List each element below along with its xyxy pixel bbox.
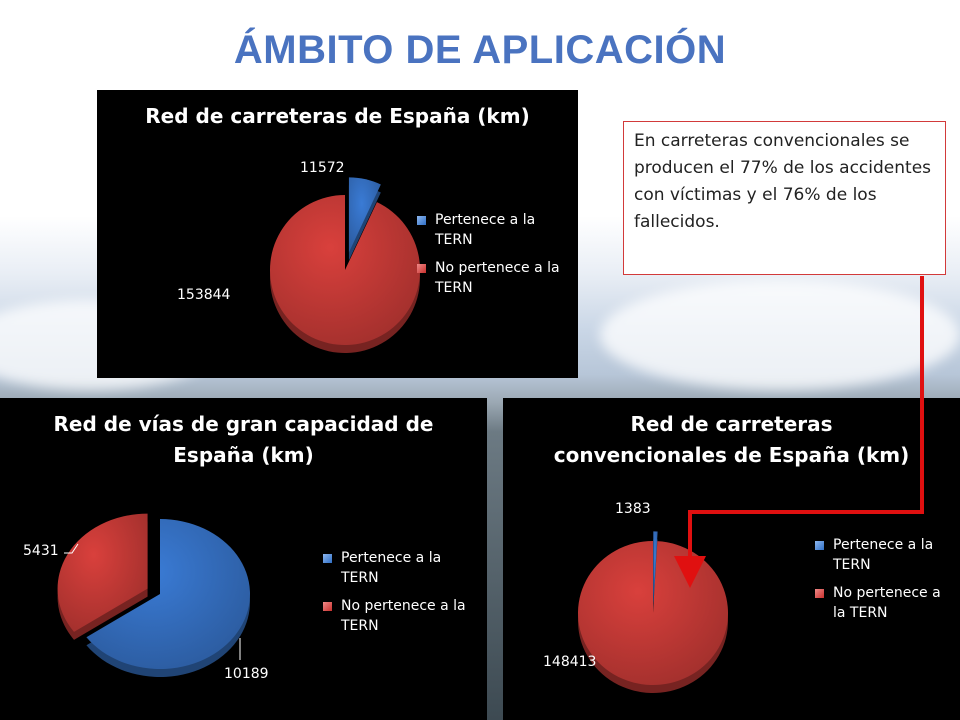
chart-legend: Pertenece a la TERN No pertenece a la TE…: [815, 535, 955, 631]
legend-swatch: [417, 264, 426, 273]
note-box: En carreteras convencionales se producen…: [623, 121, 946, 275]
pie-slice-tern: [86, 519, 250, 669]
chart-title-text: Red de carreteras convencionales de Espa…: [553, 412, 910, 467]
arrow-line: [674, 276, 924, 588]
legend-swatch: [815, 541, 824, 550]
legend-item-no-tern: No pertenece a la TERN: [323, 596, 483, 636]
legend-label: Pertenece a la TERN: [435, 212, 536, 248]
chart-panel-total: Red de carreteras de España (km) 11572 1…: [97, 90, 578, 378]
chart-title: Red de vías de gran capacidad de España …: [0, 409, 487, 471]
data-label-tern: 1383: [615, 501, 651, 517]
data-label-tern: 11572: [300, 160, 345, 176]
chart-legend: Pertenece a la TERN No pertenece a la TE…: [323, 548, 483, 644]
legend-label: No pertenece a la TERN: [833, 585, 941, 621]
pie-chart: [57, 513, 251, 677]
legend-label: No pertenece a la TERN: [341, 598, 466, 634]
legend-label: Pertenece a la TERN: [833, 537, 934, 573]
legend-item-tern: Pertenece a la TERN: [815, 535, 955, 575]
chart-title-text: Red de vías de gran capacidad de España …: [53, 412, 434, 467]
legend-swatch: [417, 216, 426, 225]
chart-panel-gran-capacidad: Red de vías de gran capacidad de España …: [0, 398, 487, 720]
data-label-no-tern: 153844: [177, 287, 231, 303]
data-label-no-tern: 148413: [543, 654, 597, 670]
data-label-no-tern: 5431: [23, 543, 59, 559]
cloud: [600, 280, 960, 390]
chart-legend: Pertenece a la TERN No pertenece a la TE…: [417, 210, 567, 306]
chart-title: Red de carreteras convencionales de Espa…: [503, 409, 960, 471]
legend-item-tern: Pertenece a la TERN: [323, 548, 483, 588]
legend-label: Pertenece a la TERN: [341, 550, 442, 586]
legend-item-tern: Pertenece a la TERN: [417, 210, 567, 250]
legend-swatch: [323, 554, 332, 563]
chart-panel-convencionales: Red de carreteras convencionales de Espa…: [503, 398, 960, 720]
legend-item-no-tern: No pertenece a la TERN: [417, 258, 567, 298]
pie-slice-no-tern: [57, 513, 148, 632]
legend-label: No pertenece a la TERN: [435, 260, 560, 296]
legend-item-no-tern: No pertenece a la TERN: [815, 583, 955, 623]
data-label-tern: 10189: [224, 666, 269, 682]
pie-slice-no-tern: [270, 194, 420, 345]
legend-swatch: [323, 602, 332, 611]
pie-slice-tern: [348, 177, 381, 253]
chart-title: Red de carreteras de España (km): [145, 104, 530, 128]
page-title: ÁMBITO DE APLICACIÓN: [233, 28, 727, 72]
pie-chart: [270, 177, 420, 353]
leader-line: [64, 543, 79, 554]
legend-swatch: [815, 589, 824, 598]
pie-slice-tern: [653, 531, 658, 604]
